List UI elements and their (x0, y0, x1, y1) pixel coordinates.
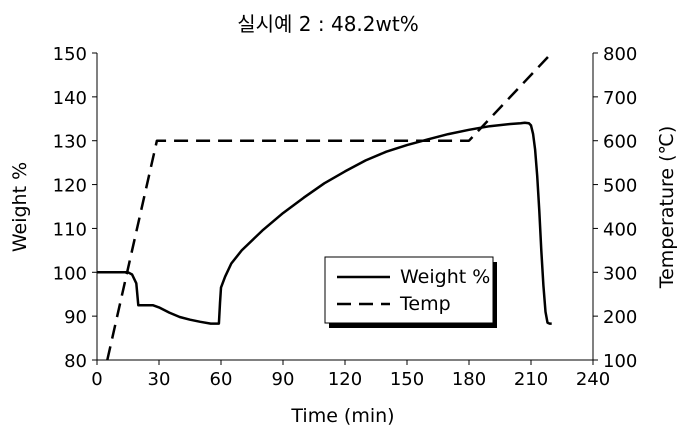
series-line-temp (106, 52, 553, 361)
y-tick-label: 80 (64, 351, 87, 372)
x-tick-label: 240 (576, 369, 610, 390)
legend: Weight % Temp (324, 256, 497, 328)
y2-tick-label: 200 (603, 307, 637, 328)
y2-tick-label: 400 (603, 219, 637, 240)
y-axis-label: Weight % (9, 162, 31, 252)
y2-tick-label: 700 (603, 88, 637, 109)
chart-title: 실시예 2 : 48.2wt% (237, 12, 418, 36)
y2-tick-label: 300 (603, 263, 637, 284)
y-tick-label: 150 (53, 44, 87, 65)
y2-tick-label: 500 (603, 176, 637, 197)
x-tick-label: 120 (328, 369, 362, 390)
x-tick-label: 180 (452, 369, 486, 390)
y2-tick-label: 800 (603, 44, 637, 65)
y-tick-label: 130 (53, 132, 87, 153)
x-tick-label: 90 (272, 369, 295, 390)
y-axis-ticks: 80 90 100 110 120 130 140 150 (53, 44, 97, 372)
y-tick-label: 120 (53, 176, 87, 197)
y2-tick-label: 600 (603, 132, 637, 153)
y-tick-label: 140 (53, 88, 87, 109)
x-tick-label: 150 (390, 369, 424, 390)
y2-tick-label: 100 (603, 351, 637, 372)
series-group (97, 52, 553, 361)
legend-label-weight: Weight % (400, 266, 490, 288)
x-tick-label: 0 (91, 369, 102, 390)
x-axis-label: Time (min) (290, 405, 394, 427)
legend-label-temp: Temp (399, 293, 451, 315)
y2-axis-ticks: 100 200 300 400 500 600 700 800 (593, 44, 637, 372)
y-tick-label: 110 (53, 219, 87, 240)
y-tick-label: 90 (64, 307, 87, 328)
x-tick-label: 210 (514, 369, 548, 390)
y2-axis-label: Temperature (℃) (656, 126, 678, 290)
legend-box (324, 256, 494, 324)
x-tick-label: 60 (210, 369, 233, 390)
y-tick-label: 100 (53, 263, 87, 284)
x-tick-label: 30 (148, 369, 171, 390)
x-axis-ticks: 0 30 60 90 120 150 180 210 240 (91, 360, 610, 390)
series-line-weight (97, 121, 552, 325)
